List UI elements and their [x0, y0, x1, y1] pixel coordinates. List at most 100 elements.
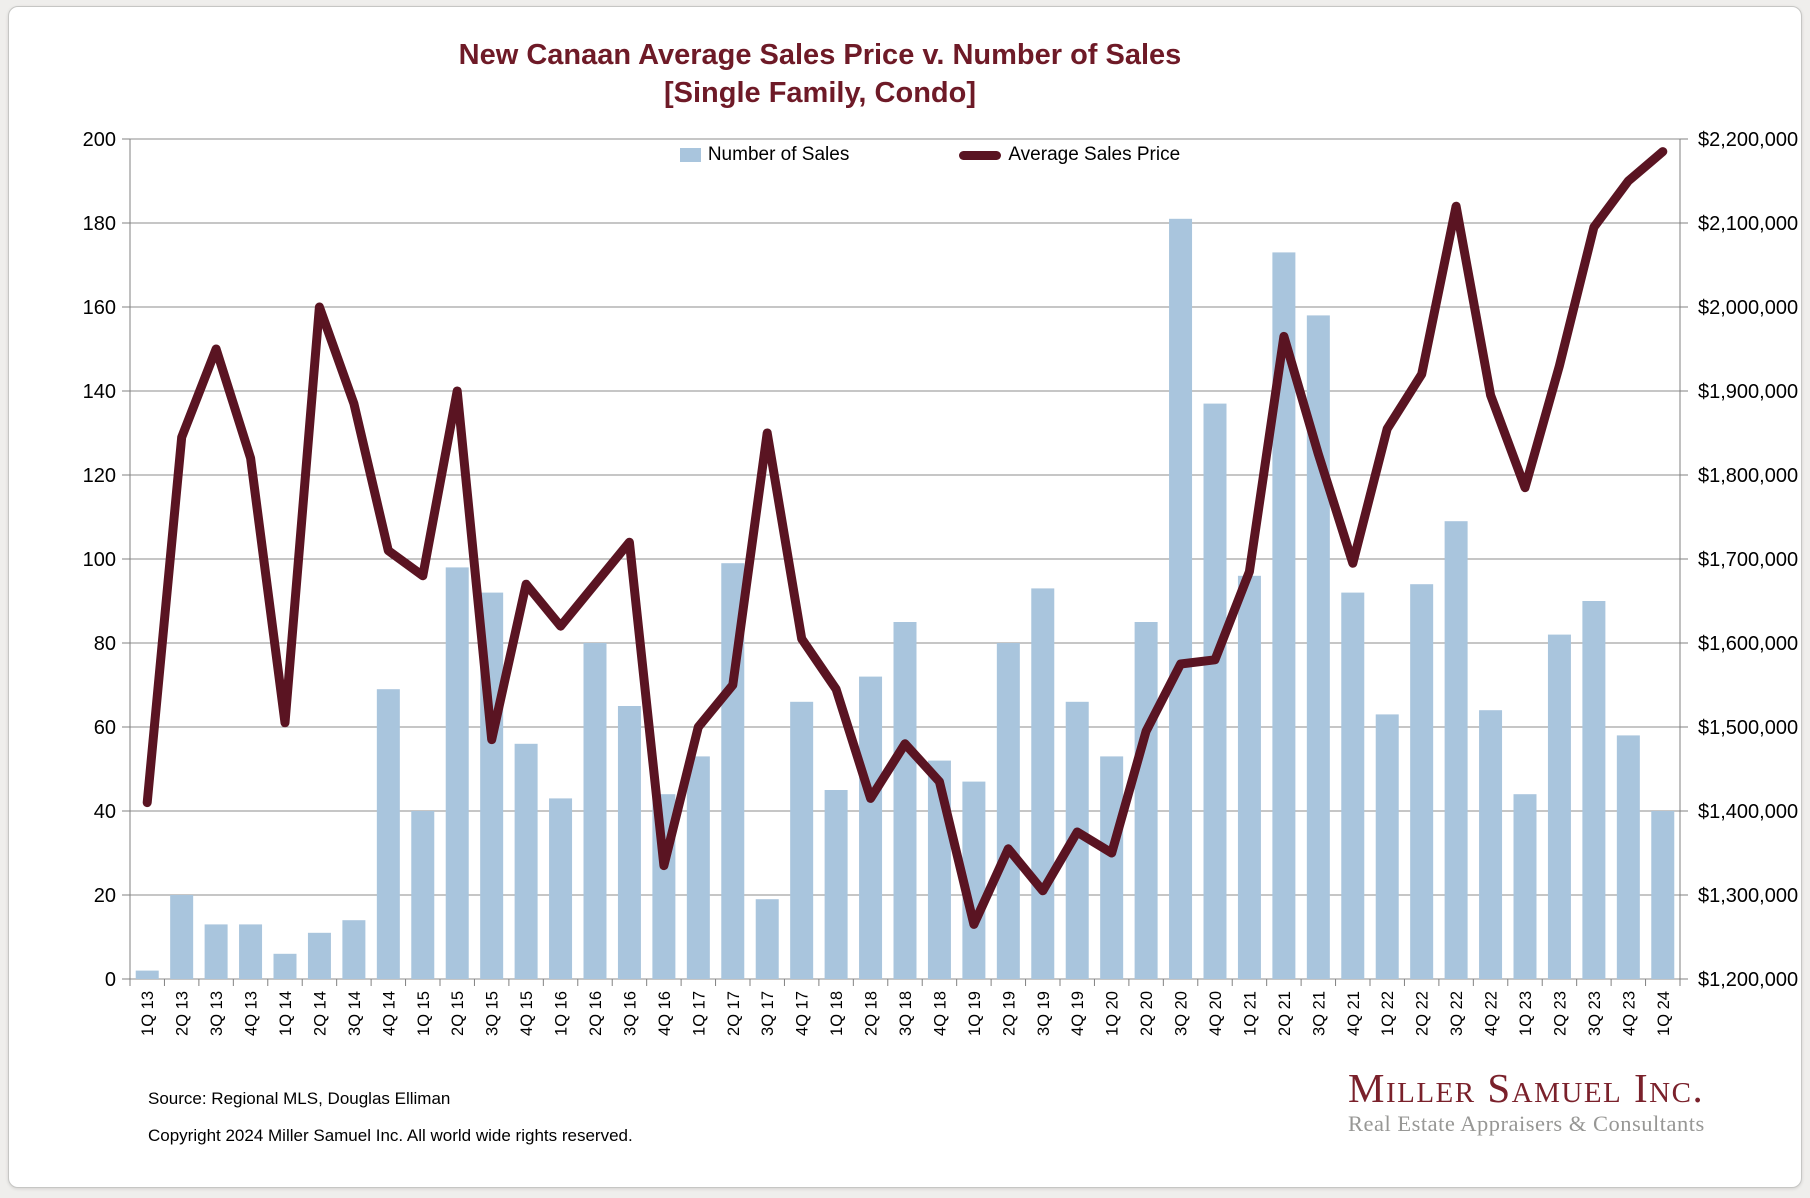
right-axis-label: $1,800,000 [1698, 465, 1798, 487]
x-axis-label: 2Q 18 [863, 991, 881, 1036]
x-axis-label: 1Q 19 [966, 991, 984, 1036]
logo-tagline: Real Estate Appraisers & Consultants [1348, 1111, 1705, 1136]
left-axis-label: 140 [83, 381, 116, 403]
price-line [142, 147, 1668, 929]
x-axis-label: 1Q 20 [1104, 991, 1122, 1036]
left-axis-label: 200 [83, 129, 116, 151]
source-note: Source: Regional MLS, Douglas Elliman [148, 1089, 451, 1108]
sales-bar [1375, 714, 1399, 979]
x-axis-label: 2Q 15 [449, 991, 467, 1036]
left-axis-label: 100 [83, 549, 116, 571]
x-axis-label: 2Q 16 [587, 991, 605, 1036]
sales-bar [1341, 592, 1365, 979]
x-axis-label: 3Q 14 [346, 991, 364, 1036]
legend-line-label: Average Sales Price [1008, 144, 1181, 165]
sales-bar [859, 676, 883, 979]
sales-bar [1651, 811, 1675, 979]
sales-bar [1237, 575, 1261, 979]
copyright-note: Copyright 2024 Miller Samuel Inc. All wo… [148, 1126, 633, 1145]
bar-series-swatch-icon [679, 148, 701, 162]
x-axis-label: 1Q 22 [1379, 991, 1397, 1036]
x-axis-label: 4Q 19 [1069, 991, 1087, 1036]
sales-bar [1616, 735, 1640, 979]
sales-bar [617, 706, 641, 979]
legend-item-number-of-sales: Number of Sales [679, 144, 850, 166]
sales-bar [1100, 756, 1124, 979]
sales-bar [1272, 252, 1296, 979]
x-axis-label: 1Q 17 [690, 991, 708, 1036]
miller-samuel-logo: Miller Samuel Inc. Real Estate Appraiser… [1348, 1066, 1718, 1138]
left-axis-label: 180 [83, 213, 116, 235]
legend-bar-label: Number of Sales [707, 144, 850, 165]
left-axis-label: 60 [94, 717, 116, 739]
sales-bar [376, 689, 400, 979]
x-axis-label: 2Q 20 [1138, 991, 1156, 1036]
sales-bar [755, 899, 779, 979]
sales-bar [1582, 601, 1606, 979]
sales-bar [1479, 710, 1503, 979]
x-axis-label: 4Q 18 [931, 991, 949, 1036]
sales-bar [824, 790, 848, 979]
x-axis-label: 3Q 13 [208, 991, 226, 1036]
sales-bar [1203, 403, 1227, 980]
right-axis-label: $1,600,000 [1698, 633, 1798, 655]
chart-title: New Canaan Average Sales Price v. Number… [220, 36, 1420, 112]
sales-bar [1031, 588, 1055, 979]
left-axis-label: 120 [83, 465, 116, 487]
x-axis-label: 1Q 21 [1241, 991, 1259, 1036]
x-axis-label: 4Q 17 [794, 991, 812, 1036]
logo-company-name: Miller Samuel Inc. [1348, 1065, 1705, 1111]
chart-title-line2: [Single Family, Condo] [663, 77, 977, 109]
sales-bar [307, 932, 331, 979]
sales-bar [996, 643, 1020, 979]
sales-bar [1444, 521, 1468, 979]
sales-bar [445, 567, 469, 979]
sales-bar [273, 953, 297, 979]
x-axis-label: 2Q 21 [1276, 991, 1294, 1036]
sales-bar [583, 643, 607, 979]
sales-bar [514, 743, 538, 979]
x-axis-label: 4Q 22 [1483, 991, 1501, 1036]
sales-bar [1513, 794, 1537, 979]
left-axis-label: 40 [94, 801, 116, 823]
x-axis-label: 1Q 23 [1517, 991, 1535, 1036]
sales-bar [135, 970, 159, 979]
right-axis-label: $1,300,000 [1698, 885, 1798, 907]
x-axis-label: 1Q 13 [139, 991, 157, 1036]
sales-bar [411, 811, 435, 979]
sales-bar [549, 798, 573, 979]
x-axis-label: 3Q 17 [759, 991, 777, 1036]
x-axis-label: 2Q 14 [311, 991, 329, 1036]
sales-bar [1410, 584, 1434, 979]
x-axis-label: 3Q 23 [1586, 991, 1604, 1036]
sales-bar [1547, 634, 1571, 979]
sales-bar [204, 924, 228, 979]
x-axis-label: 3Q 18 [897, 991, 915, 1036]
x-axis-label: 1Q 14 [277, 991, 295, 1036]
x-axis-label: 4Q 20 [1207, 991, 1225, 1036]
right-axis-label: $2,100,000 [1698, 213, 1798, 235]
sales-bar [893, 622, 917, 979]
sales-bar [239, 924, 263, 979]
left-axis-label: 80 [94, 633, 116, 655]
right-axis-label: $1,400,000 [1698, 801, 1798, 823]
x-axis-label: 4Q 23 [1620, 991, 1638, 1036]
x-axis-label: 3Q 19 [1035, 991, 1053, 1036]
x-axis-label: 3Q 16 [621, 991, 639, 1036]
x-axis-label: 2Q 23 [1551, 991, 1569, 1036]
x-axis-label: 1Q 18 [828, 991, 846, 1036]
x-axis-label: 4Q 14 [380, 991, 398, 1036]
x-axis-label: 4Q 21 [1345, 991, 1363, 1036]
sales-bar [686, 756, 710, 979]
sales-bar [1169, 218, 1193, 980]
x-axis-label: 4Q 16 [656, 991, 674, 1036]
x-axis-label: 3Q 22 [1448, 991, 1466, 1036]
sales-bar [170, 895, 194, 979]
chart-card [8, 6, 1802, 1188]
x-axis-label: 2Q 13 [174, 991, 192, 1036]
x-axis-label: 4Q 13 [243, 991, 261, 1036]
x-axis-label: 3Q 15 [484, 991, 502, 1036]
right-axis-label: $1,200,000 [1698, 969, 1798, 991]
